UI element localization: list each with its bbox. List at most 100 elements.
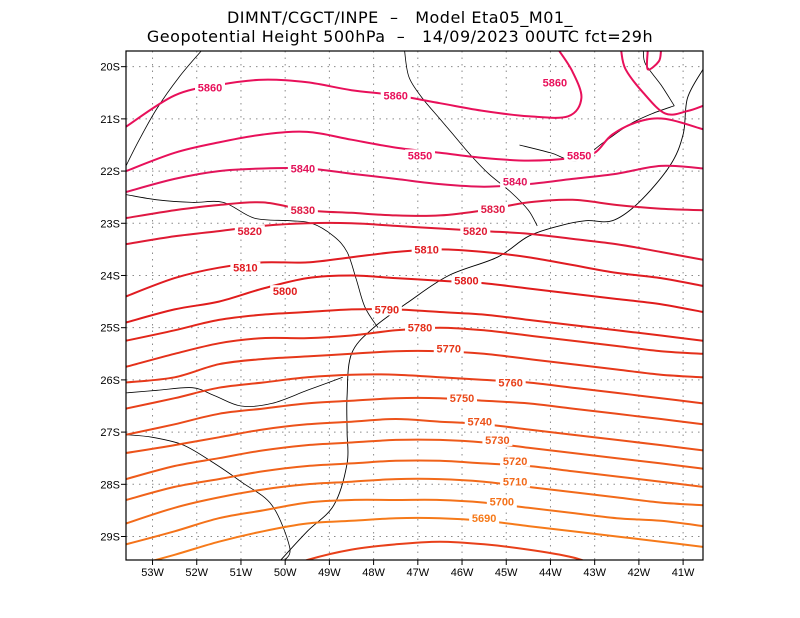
tick-label-lat: 29S (100, 532, 120, 544)
contour-5850 (126, 117, 703, 173)
contour-label-bg (464, 415, 495, 428)
grid-layer (126, 51, 703, 560)
contour-5740 (126, 417, 703, 454)
tick-label-lon: 43W (583, 567, 606, 579)
contour-label-bg (500, 454, 531, 467)
contour-label-bg (460, 225, 491, 238)
contour-label-bg (451, 274, 482, 287)
contour-label-5800: 5800 (454, 276, 478, 288)
tick-label-lon: 53W (141, 567, 164, 579)
state-border (126, 51, 202, 167)
contour-label-5730: 5730 (485, 435, 509, 447)
contour-label-5720: 5720 (503, 456, 527, 468)
tick-label-lat: 26S (100, 375, 120, 387)
state-border (126, 434, 291, 560)
contour-label-5850: 5850 (567, 150, 591, 162)
tick-label-lon: 44W (539, 567, 562, 579)
contour-5770 (126, 349, 703, 384)
contour-label-bg (469, 512, 500, 525)
tick-label-lon: 41W (672, 567, 695, 579)
contour-5710 (126, 477, 703, 525)
tick-label-lat: 28S (100, 479, 120, 491)
contour-label-bg (433, 342, 464, 355)
contour-label-5810: 5810 (414, 244, 438, 256)
coastline-layer (280, 69, 703, 560)
contour-5760 (126, 373, 703, 410)
contour-5860 (620, 51, 703, 116)
contour-label-bg (486, 495, 517, 508)
contour-layer (126, 51, 703, 560)
state-border (519, 105, 675, 162)
contour-label-bg (500, 475, 531, 488)
contour-label-5860: 5860 (198, 83, 222, 95)
state-border (404, 51, 538, 227)
borders-layer (126, 51, 675, 560)
contour-label-bg (405, 149, 436, 162)
contour-label-bg (230, 261, 261, 274)
tick-label-lon: 52W (185, 567, 208, 579)
contour-label-layer: 5860 5860 5860 5850 5850 5840 5840 5830 5830 5820… (195, 76, 595, 525)
contour-label-bg (495, 376, 526, 389)
contour-5860 (645, 51, 662, 71)
contour-5840 (126, 164, 703, 193)
contour-label-5800: 5800 (273, 286, 297, 298)
plot-frame (125, 50, 704, 561)
contour-label-bg (447, 392, 478, 405)
tick-label-lat: 27S (100, 427, 120, 439)
contour-label-5860: 5860 (543, 77, 567, 89)
tick-label-lat: 24S (100, 270, 120, 282)
contour-label-5840: 5840 (291, 163, 315, 175)
contour-label-5700: 5700 (490, 497, 514, 509)
contour-label-5750: 5750 (450, 393, 474, 405)
contour-5810 (126, 248, 703, 298)
contour-label-bg (234, 225, 265, 238)
contour-label-bg (411, 243, 442, 256)
contour-label-bg (380, 89, 411, 102)
contour-label-bg (482, 433, 513, 446)
state-border (126, 376, 343, 407)
contour-label-5710: 5710 (503, 477, 527, 489)
contour-5860 (126, 51, 583, 128)
contour-5750 (126, 396, 703, 436)
contour-5730 (126, 438, 703, 481)
contour-label-5760: 5760 (498, 378, 522, 390)
contour-label-5830: 5830 (481, 204, 505, 216)
coastline (280, 69, 703, 560)
contour-label-5830: 5830 (291, 205, 315, 217)
contour-label-5820: 5820 (238, 226, 262, 238)
tick-label-lat: 20S (100, 62, 120, 74)
contour-label-5810: 5810 (233, 263, 257, 275)
contour-label-bg (287, 204, 318, 217)
tick-label-lon: 50W (274, 567, 297, 579)
contour-label-5860: 5860 (383, 90, 407, 102)
tick-label-lon: 48W (362, 567, 385, 579)
tick-label-lon: 51W (230, 567, 253, 579)
axis-layer: 53W 52W 51W 50W 49W 48W 47W 46W 45W 44W 43W 42W 41W 2… (100, 62, 695, 579)
tick-label-lon: 42W (628, 567, 651, 579)
contour-label-5780: 5780 (408, 323, 432, 335)
tick-label-lon: 46W (451, 567, 474, 579)
chart-title-line2: Geopotential Height 500hPa – 14/09/2023 … (146, 27, 654, 46)
tick-label-lat: 22S (100, 166, 120, 178)
tick-label-lat: 21S (100, 114, 120, 126)
contour-label-5690: 5690 (472, 513, 496, 525)
tick-label-lon: 49W (318, 567, 341, 579)
contour-5700 (126, 498, 703, 546)
contour-label-bg (564, 149, 595, 162)
contour-label-5790: 5790 (375, 304, 399, 316)
contour-5790 (126, 308, 703, 342)
chart-title-line1: DIMNT/CGCT/INPE – Model Eta05_M01_ (226, 8, 574, 27)
contour-5800 (126, 274, 703, 324)
contour-5690 (151, 516, 703, 560)
tick-label-lat: 23S (100, 218, 120, 230)
contour-label-5820: 5820 (463, 226, 487, 238)
state-border (642, 51, 675, 107)
tick-label-lat: 25S (100, 323, 120, 335)
contour-label-5740: 5740 (467, 417, 491, 429)
contour-label-bg (500, 175, 531, 188)
contour-5720 (126, 459, 703, 501)
contour-label-bg (195, 81, 226, 94)
contour-5680 (303, 540, 585, 560)
